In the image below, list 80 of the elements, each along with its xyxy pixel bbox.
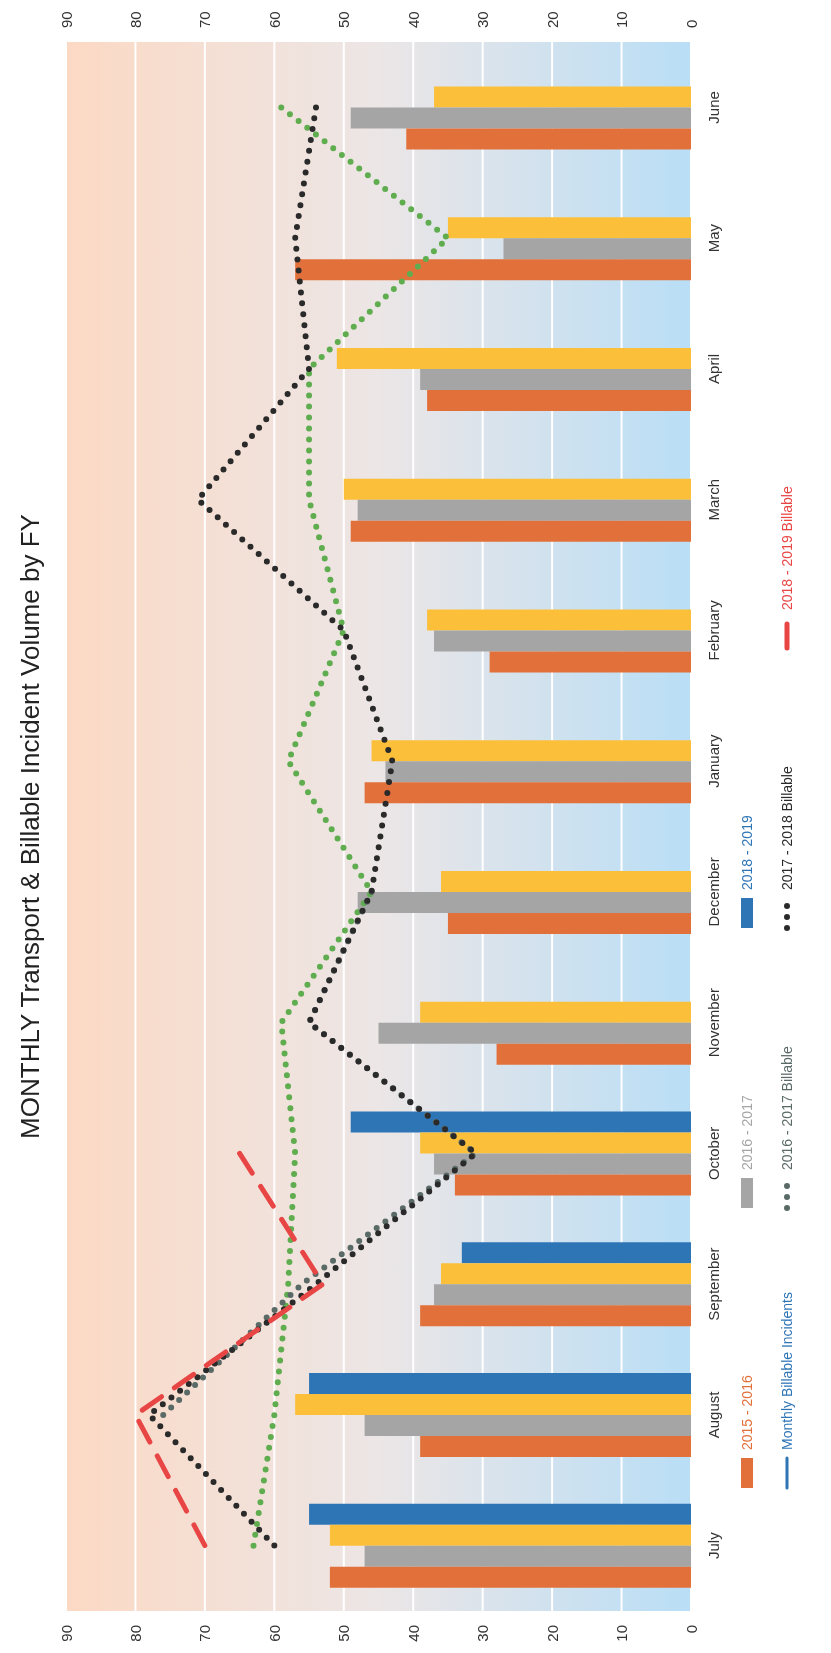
bar bbox=[489, 651, 691, 673]
x-tick-label: 40 bbox=[404, 1625, 422, 1642]
x-tick-label: 20 bbox=[543, 1625, 561, 1642]
text: 2015 - 2016 bbox=[739, 1375, 755, 1450]
bar bbox=[420, 1305, 691, 1327]
bar bbox=[441, 1263, 691, 1285]
bar bbox=[420, 369, 691, 391]
bar bbox=[406, 128, 691, 150]
x-tick-label: 70 bbox=[196, 1625, 214, 1642]
bar bbox=[329, 1524, 691, 1546]
y-tick-label: April bbox=[704, 353, 722, 384]
legend-label: Monthly Billable Incidents bbox=[779, 1292, 795, 1450]
x2-tick-label: 60 bbox=[265, 11, 283, 28]
x2-tick-label: 90 bbox=[57, 11, 75, 28]
bar bbox=[461, 1242, 691, 1264]
bar bbox=[350, 107, 691, 129]
bar bbox=[336, 348, 691, 370]
bar bbox=[447, 217, 691, 239]
bar bbox=[357, 499, 691, 521]
x2-tick-label: 40 bbox=[404, 11, 422, 28]
text: MONTHLY Transport & Billable Incident Volume by FY bbox=[14, 513, 46, 1141]
text: 2016 - 2017 Billable bbox=[779, 1046, 795, 1170]
bar bbox=[420, 1436, 691, 1458]
bar bbox=[454, 1174, 691, 1196]
x2-tick-label: 70 bbox=[196, 11, 214, 28]
x2-tick-label: 10 bbox=[613, 11, 631, 28]
y-tick-label: October bbox=[704, 1126, 722, 1181]
bar bbox=[434, 86, 691, 108]
x2-tick-label: 0 bbox=[682, 19, 700, 28]
bar bbox=[441, 871, 691, 893]
bar bbox=[329, 1566, 691, 1588]
bar bbox=[427, 390, 691, 412]
x-tick-label: 50 bbox=[335, 1625, 353, 1642]
bar bbox=[364, 1545, 691, 1567]
y-tick-label: February bbox=[704, 599, 722, 661]
y-tick-label: January bbox=[704, 733, 722, 788]
bar bbox=[295, 1394, 691, 1416]
x-tick-label: 60 bbox=[265, 1625, 283, 1642]
bar bbox=[309, 1373, 691, 1395]
x-tick-label: 30 bbox=[474, 1625, 492, 1642]
x-tick-label: 0 bbox=[682, 1625, 700, 1634]
x-tick-label: 90 bbox=[57, 1625, 75, 1642]
bar bbox=[371, 740, 691, 762]
y-tick-label: March bbox=[704, 478, 722, 521]
bar bbox=[503, 238, 691, 260]
bar bbox=[420, 1132, 691, 1154]
x2-tick-label: 50 bbox=[335, 11, 353, 28]
bar bbox=[378, 1022, 691, 1044]
x2-tick-label: 30 bbox=[474, 11, 492, 28]
bar bbox=[364, 1415, 691, 1437]
text: 2017 - 2018 Billable bbox=[779, 766, 795, 890]
y-tick-label: June bbox=[704, 91, 722, 124]
y-tick-label: December bbox=[704, 857, 722, 927]
y-tick-label: May bbox=[704, 223, 722, 253]
bar bbox=[434, 630, 691, 652]
x2-tick-label: 20 bbox=[543, 11, 561, 28]
bar bbox=[350, 1111, 691, 1133]
bar bbox=[447, 913, 691, 935]
bar bbox=[357, 892, 691, 914]
text: 2018 - 2019 Billable bbox=[779, 486, 795, 610]
bar bbox=[420, 1001, 691, 1023]
bar bbox=[496, 1043, 691, 1065]
bar bbox=[385, 761, 691, 783]
bar bbox=[343, 478, 691, 500]
x-tick-label: 10 bbox=[613, 1625, 631, 1642]
x-tick-label: 80 bbox=[126, 1625, 144, 1642]
y-tick-label: September bbox=[704, 1247, 722, 1321]
bar bbox=[434, 1284, 691, 1306]
text: 2018 - 2019 bbox=[739, 815, 755, 890]
text: 2016 - 2017 bbox=[739, 1095, 755, 1170]
bar bbox=[309, 1503, 691, 1525]
y-tick-label: July bbox=[704, 1531, 722, 1559]
bar bbox=[434, 1153, 691, 1175]
bar bbox=[427, 609, 691, 631]
x2-tick-label: 80 bbox=[126, 11, 144, 28]
y-tick-label: August bbox=[704, 1390, 722, 1439]
bar bbox=[295, 259, 691, 281]
bar bbox=[364, 782, 691, 804]
bar bbox=[350, 520, 691, 542]
y-tick-label: November bbox=[704, 988, 722, 1058]
